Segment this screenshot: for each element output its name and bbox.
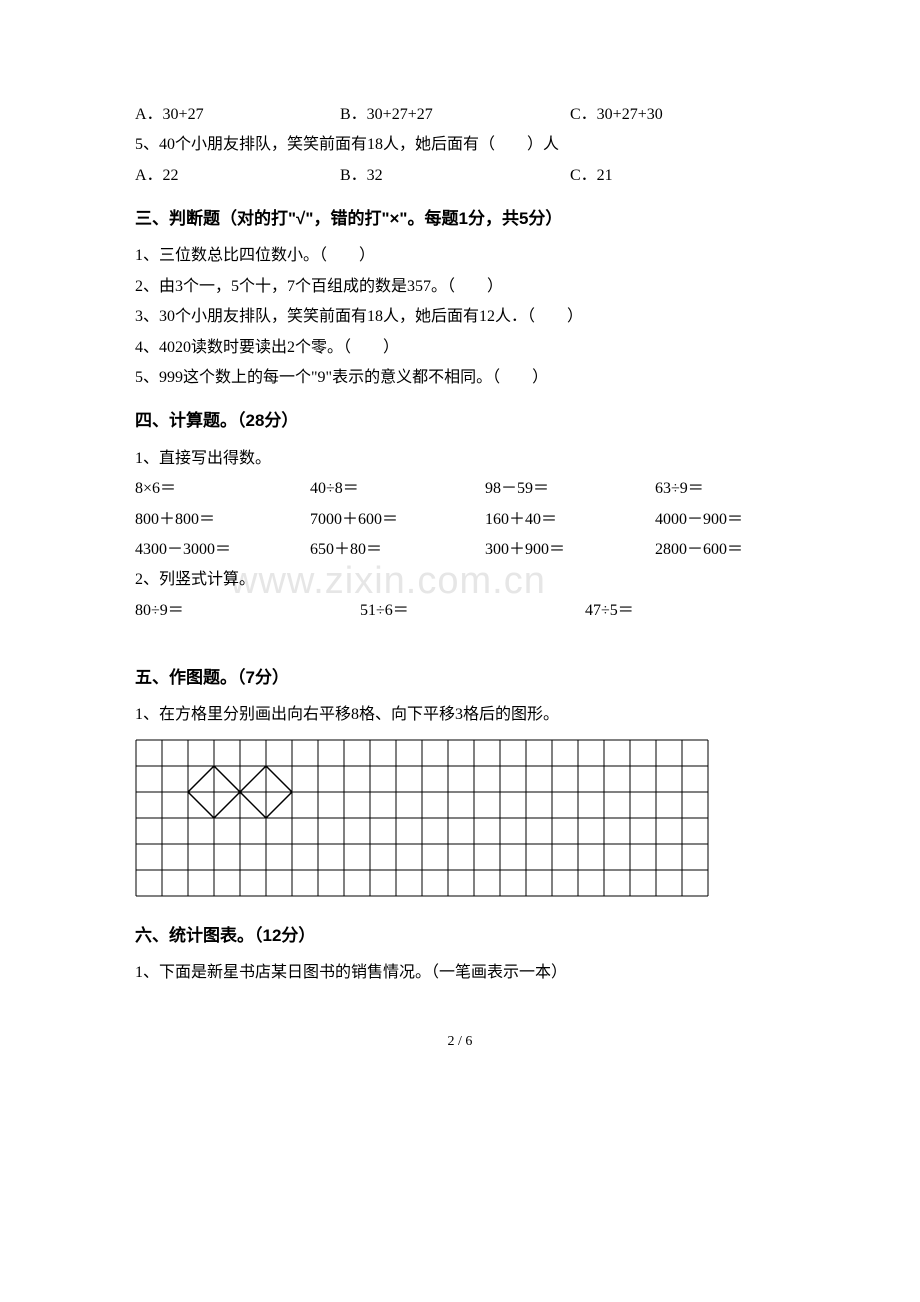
vertical-calc-cell: 47÷5＝ xyxy=(585,596,634,626)
section4-header: 四、计算题。（28分） xyxy=(135,405,785,437)
section3-item-4: 4、4020读数时要读出2个零。（ ） xyxy=(135,333,785,363)
calc-cell: 300＋900＝ xyxy=(485,535,655,565)
q5-option-c: C．21 xyxy=(570,161,613,191)
calc-cell: 4300－3000＝ xyxy=(135,535,310,565)
q4-option-a: A．30+27 xyxy=(135,100,340,130)
section3-item-3: 3、30个小朋友排队，笑笑前面有18人，她后面有12人．（ ） xyxy=(135,302,785,332)
calc-row-3: 4300－3000＝ 650＋80＝ 300＋900＝ 2800－600＝ xyxy=(135,535,785,565)
calc-row-1: 8×6＝ 40÷8＝ 98－59＝ 63÷9＝ xyxy=(135,474,785,504)
q5-text: 5、40个小朋友排队，笑笑前面有18人，她后面有（ ）人 xyxy=(135,130,785,160)
vertical-calc-cell: 80÷9＝ xyxy=(135,596,360,626)
section6-q1: 1、下面是新星书店某日图书的销售情况。（一笔画表示一本） xyxy=(135,958,785,988)
section3-item-1: 1、三位数总比四位数小。（ ） xyxy=(135,241,785,271)
q5-option-b: B．32 xyxy=(340,161,570,191)
calc-cell: 650＋80＝ xyxy=(310,535,485,565)
calc-cell: 7000＋600＝ xyxy=(310,505,485,535)
section6-header: 六、统计图表。（12分） xyxy=(135,920,785,952)
q5-options: A．22 B．32 C．21 xyxy=(135,161,785,191)
q4-option-c: C．30+27+30 xyxy=(570,100,663,130)
q4-option-b: B．30+27+27 xyxy=(340,100,570,130)
translation-grid xyxy=(135,739,785,908)
section4-sub1: 1、直接写出得数。 xyxy=(135,444,785,474)
q5-option-a: A．22 xyxy=(135,161,340,191)
calc-cell: 40÷8＝ xyxy=(310,474,485,504)
vertical-calc-row: 80÷9＝ 51÷6＝ 47÷5＝ xyxy=(135,596,785,626)
calc-cell: 8×6＝ xyxy=(135,474,310,504)
section5-q1: 1、在方格里分别画出向右平移8格、向下平移3格后的图形。 xyxy=(135,700,785,730)
calc-cell: 98－59＝ xyxy=(485,474,655,504)
vertical-calc-cell: 51÷6＝ xyxy=(360,596,585,626)
calc-cell: 800＋800＝ xyxy=(135,505,310,535)
section4-sub2: 2、列竖式计算。 xyxy=(135,565,785,595)
calc-cell: 63÷9＝ xyxy=(655,474,704,504)
calc-cell: 2800－600＝ xyxy=(655,535,743,565)
page-number: 2 / 6 xyxy=(135,1029,785,1056)
calc-row-2: 800＋800＝ 7000＋600＝ 160＋40＝ 4000－900＝ xyxy=(135,505,785,535)
section3-item-5: 5、999这个数上的每一个"9"表示的意义都不相同。（ ） xyxy=(135,363,785,393)
q4-options: A．30+27 B．30+27+27 C．30+27+30 xyxy=(135,100,785,130)
section5-header: 五、作图题。（7分） xyxy=(135,662,785,694)
calc-cell: 160＋40＝ xyxy=(485,505,655,535)
calc-cell: 4000－900＝ xyxy=(655,505,743,535)
section3-header: 三、判断题（对的打"√"，错的打"×"。每题1分，共5分） xyxy=(135,203,785,235)
page-content: www.zixin.com.cn A．30+27 B．30+27+27 C．30… xyxy=(135,100,785,1055)
section3-item-2: 2、由3个一，5个十，7个百组成的数是357。（ ） xyxy=(135,272,785,302)
